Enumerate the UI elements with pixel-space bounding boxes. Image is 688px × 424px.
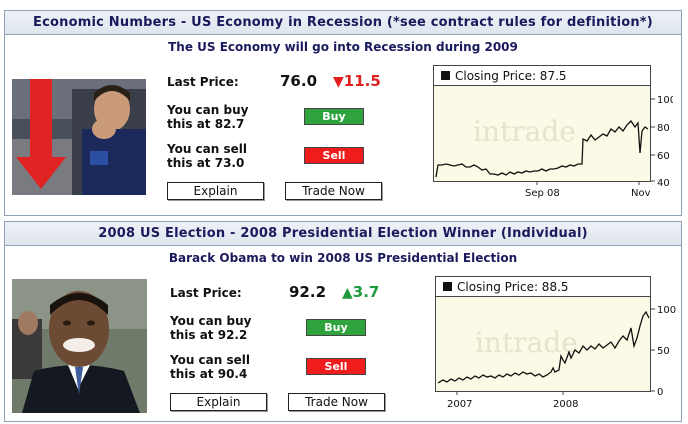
price-change-value: 3.7 [352,283,380,301]
sell-text-line-2: this at 90.4 [170,367,248,381]
green-up-arrow-icon: ▲ [342,285,353,301]
price-line [435,119,649,178]
panel-header: Economic Numbers - US Economy in Recessi… [5,11,681,35]
explain-button[interactable]: Explain [167,182,264,200]
price-chart: Closing Price: 88.5 intrade 100 50 0 200… [435,276,677,413]
chart-legend: Closing Price: 88.5 [457,280,569,294]
price-change-value: 11.5 [343,72,381,90]
y-tick-label: 50 [657,346,670,357]
sell-text-line-1: You can sell [170,353,250,367]
candidate-photo [12,279,147,413]
y-tick-label: 100 [657,305,676,316]
chart-watermark: intrade [473,115,576,148]
price-chart: Closing Price: 87.5 intrade 100 80 60 40… [433,65,676,202]
y-tick-label: 80 [657,123,670,134]
last-price-label: Last Price: [170,286,242,300]
y-tick-label: 100 [657,95,673,106]
buy-text-line-1: You can buy [170,314,252,328]
trade-now-button[interactable]: Trade Now [288,393,385,411]
sell-text-line-1: You can sell [167,142,247,156]
buy-text-line-2: this at 82.7 [167,117,245,131]
sell-text: You can sell this at 73.0 [167,142,247,170]
contract-title: The US Economy will go into Recession du… [168,40,518,54]
trader-photo [12,79,146,195]
price-line [437,310,650,384]
buy-text: You can buy this at 82.7 [167,103,248,131]
y-tick-label: 40 [657,178,670,189]
buy-text-line-2: this at 92.2 [170,328,248,342]
explain-button[interactable]: Explain [170,393,267,411]
legend-square-icon [443,282,452,291]
sell-text-line-2: this at 73.0 [167,156,245,170]
last-price-value: 92.2 [289,283,327,301]
buy-button[interactable]: Buy [304,108,364,125]
x-tick-label: Nov [631,188,651,199]
last-price-label: Last Price: [167,75,239,89]
sell-button[interactable]: Sell [306,358,366,375]
market-panel-election: 2008 US Election - 2008 Presidential Ele… [4,221,682,422]
panel-header: 2008 US Election - 2008 Presidential Ele… [5,222,681,246]
market-panel-recession: Economic Numbers - US Economy in Recessi… [4,10,682,216]
sell-button[interactable]: Sell [304,147,364,164]
chart-watermark: intrade [475,326,578,359]
legend-square-icon [441,71,450,80]
chart-legend: Closing Price: 87.5 [455,69,567,83]
y-tick-label: 60 [657,151,670,162]
x-tick-label: 2008 [553,399,578,410]
price-change: ▼11.5 [333,72,381,90]
contract-title: Barack Obama to win 2008 US Presidential… [168,251,518,265]
price-change: ▲3.7 [342,283,379,301]
x-tick-label: Sep 08 [525,188,560,199]
red-down-arrow-icon: ▼ [333,74,344,90]
x-tick-label: 2007 [447,399,472,410]
y-tick-label: 0 [657,387,663,398]
buy-text-line-1: You can buy [167,103,249,117]
last-price-value: 76.0 [280,72,318,90]
sell-text: You can sell this at 90.4 [170,353,250,381]
buy-button[interactable]: Buy [306,319,366,336]
trade-now-button[interactable]: Trade Now [285,182,382,200]
buy-text: You can buy this at 92.2 [170,314,251,342]
